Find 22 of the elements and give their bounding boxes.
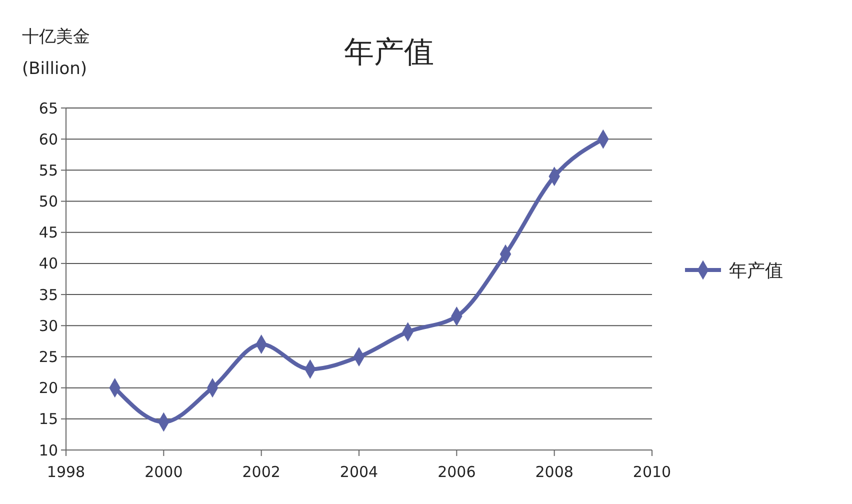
y-tick-label: 55	[38, 161, 58, 180]
x-tick-label: 2000	[144, 463, 183, 481]
chart-title: 年产值	[344, 35, 434, 70]
x-tick-label: 1998	[46, 463, 86, 481]
y-tick-label: 30	[38, 316, 58, 335]
y-tick-label: 35	[38, 286, 58, 304]
x-tick-label: 2006	[438, 463, 476, 481]
x-tick-label: 2002	[242, 463, 280, 481]
y-tick-label: 60	[38, 130, 58, 148]
legend-label: 年产值	[729, 260, 783, 282]
x-tick-label: 2004	[340, 463, 378, 481]
y-tick-label: 50	[38, 192, 58, 211]
y-tick-label: 25	[38, 348, 58, 366]
y-tick-label: 15	[38, 410, 58, 428]
y-tick-label: 45	[38, 224, 58, 242]
y-axis-title: 十亿美金 (Billion)	[22, 27, 90, 79]
y-tick-label: 10	[38, 441, 58, 460]
x-tick-label: 2010	[632, 463, 672, 481]
y-tick-label: 65	[38, 99, 58, 118]
y-tick-label: 40	[38, 254, 58, 273]
x-tick-label: 2008	[535, 463, 574, 481]
y-tick-label: 20	[38, 379, 58, 398]
